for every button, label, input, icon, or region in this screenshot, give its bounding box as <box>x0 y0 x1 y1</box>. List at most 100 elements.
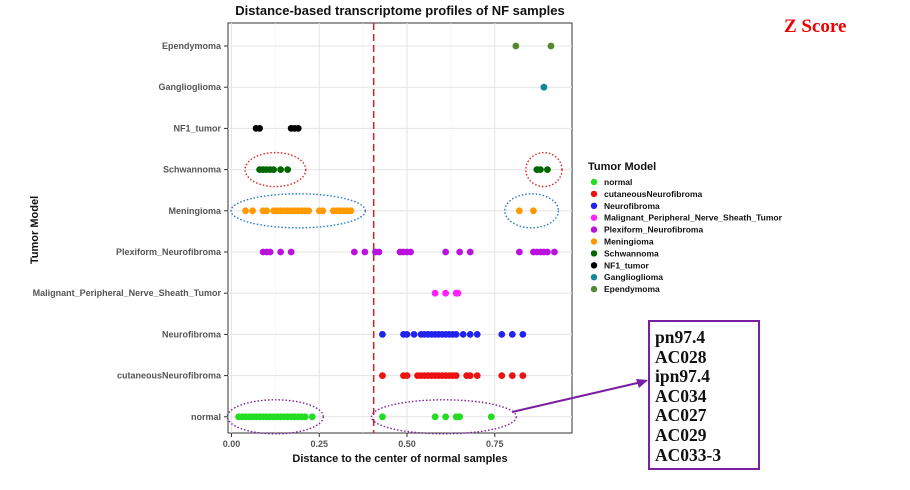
data-point <box>540 83 548 91</box>
data-point <box>515 207 523 215</box>
legend-marker <box>590 202 598 209</box>
x-axis-label: Distance to the center of normal samples <box>292 453 507 465</box>
data-point <box>498 372 506 379</box>
data-point <box>379 413 386 421</box>
y-tick-label: Meningioma <box>168 206 221 216</box>
data-point <box>308 413 316 421</box>
legend: normal cutaneousNeurofibroma Neurofibroma M… <box>590 177 783 294</box>
data-point <box>512 42 520 50</box>
data-point <box>519 372 527 379</box>
data-point <box>544 248 551 256</box>
data-point <box>403 372 411 379</box>
sample-id: AC034 <box>655 385 707 406</box>
data-point <box>459 331 467 338</box>
legend-marker <box>590 285 598 293</box>
data-point <box>266 248 274 256</box>
data-point <box>431 413 439 421</box>
data-point <box>347 207 355 215</box>
x-tick-label: 0.00 <box>223 439 241 449</box>
legend-marker <box>590 178 598 186</box>
data-point <box>487 413 495 421</box>
data-point <box>442 248 450 256</box>
plot-panel <box>227 22 573 434</box>
data-point <box>305 207 313 215</box>
data-point <box>452 372 460 379</box>
data-point <box>454 289 462 297</box>
grid-layer: 0.00 0.25 0.50 0.75 normal cutaneousNeurofibr… <box>33 22 573 449</box>
data-point <box>301 413 309 421</box>
data-point <box>319 207 327 215</box>
legend-label: Malignant_Peripheral_Nerve_Sheath_Tumor <box>604 213 783 223</box>
data-point <box>242 207 249 215</box>
data-point <box>551 248 558 256</box>
legend-label: Ependymoma <box>604 284 660 294</box>
legend-label: Meningioma <box>604 237 654 247</box>
y-tick-label: Neurofibroma <box>162 329 222 339</box>
data-point <box>277 248 285 256</box>
y-tick-label: cutaneousNeurofibroma <box>117 371 222 381</box>
legend-label: Schwannoma <box>604 248 659 258</box>
data-point <box>466 248 474 256</box>
data-point <box>508 372 516 379</box>
annotation-ellipse <box>370 399 518 435</box>
annotation-ellipse <box>226 399 324 435</box>
x-tick-label: 0.25 <box>310 439 328 449</box>
data-point <box>519 331 527 338</box>
legend-label: normal <box>604 177 632 187</box>
y-axis-label: Tumor Model <box>29 196 41 264</box>
data-point <box>407 248 414 256</box>
data-point <box>379 331 386 338</box>
legend-label: Ganglioglioma <box>604 272 663 282</box>
data-point <box>249 207 256 215</box>
annotation-ellipse <box>230 193 367 229</box>
data-point <box>466 331 474 338</box>
y-tick-label: normal <box>191 412 221 422</box>
data-point <box>263 207 271 215</box>
data-point <box>508 331 516 338</box>
sample-id: ipn97.4 <box>655 366 710 387</box>
data-point <box>442 413 450 421</box>
legend-label: Neurofibroma <box>604 201 660 211</box>
legend-label: Plexiform_Neurofibroma <box>604 225 703 235</box>
legend-label: NF1_tumor <box>604 260 650 270</box>
data-point <box>431 289 439 297</box>
data-point <box>466 372 474 379</box>
data-point <box>270 166 278 174</box>
data-point <box>456 413 464 421</box>
annotation-ellipse <box>525 151 563 188</box>
annotation-ellipse <box>244 151 307 188</box>
x-tick-label: 0.50 <box>398 439 416 449</box>
data-point <box>350 248 358 256</box>
y-tick-label: Plexiform_Neurofibroma <box>116 247 222 257</box>
data-points <box>235 42 558 421</box>
legend-title: Tumor Model <box>588 161 656 173</box>
y-tick-label: Malignant_Peripheral_Nerve_Sheath_Tumor <box>33 288 222 298</box>
y-tick-label: NF1_tumor <box>173 123 221 133</box>
chart-title: Distance-based transcriptome profiles of… <box>235 3 564 18</box>
legend-marker <box>590 250 598 257</box>
data-point <box>379 372 386 379</box>
y-tick-label: Schwannoma <box>163 165 222 175</box>
data-point <box>410 331 418 338</box>
data-point <box>403 331 411 338</box>
legend-marker <box>590 238 598 245</box>
data-point <box>529 207 537 215</box>
legend-marker <box>590 214 598 221</box>
legend-marker <box>590 274 598 281</box>
annotation-ellipse <box>504 193 560 229</box>
x-tick-label: 0.75 <box>486 439 504 449</box>
data-point <box>277 166 285 174</box>
sample-id: AC029 <box>655 424 707 445</box>
data-point <box>256 124 263 132</box>
data-point <box>294 124 302 132</box>
sample-id-box: pn97.4 AC028 ipn97.4 AC034 AC027 AC029 AC033-3 <box>648 320 760 470</box>
data-point <box>361 248 369 256</box>
data-point <box>375 248 383 256</box>
legend-label: cutaneousNeurofibroma <box>604 189 703 199</box>
data-point <box>284 166 292 174</box>
sample-id: AC033-3 <box>655 444 722 465</box>
callout-arrow-head <box>636 379 648 388</box>
data-point <box>287 248 295 256</box>
